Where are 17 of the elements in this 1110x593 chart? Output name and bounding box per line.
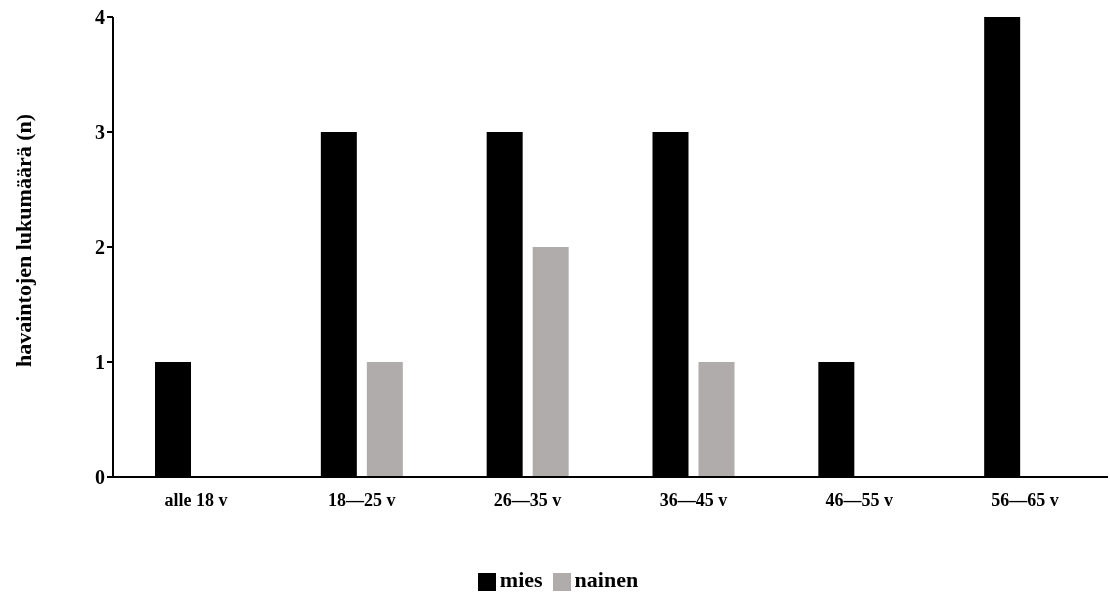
x-tick-label: 56—65 v: [991, 489, 1059, 510]
y-tick-label: 3: [95, 121, 105, 144]
y-tick-label: 2: [95, 236, 105, 259]
x-tick-label: 26—35 v: [493, 489, 562, 510]
x-tick-label: alle 18 v: [164, 489, 228, 510]
y-tick-label: 0: [95, 466, 105, 489]
legend-label: nainen: [574, 567, 639, 592]
legend-label: mies: [499, 567, 543, 592]
x-tick-label: 46—55 v: [825, 489, 893, 510]
y-axis-title: havaintojen lukumäärä (n): [10, 113, 36, 367]
x-tick-label: 36—45 v: [659, 489, 728, 510]
bar: [532, 247, 569, 477]
x-tick-label: 18—25 v: [328, 489, 396, 510]
bar: [698, 362, 735, 477]
y-tick-label: 1: [95, 351, 105, 374]
y-tick-label: 4: [95, 6, 105, 29]
bar: [366, 362, 403, 477]
